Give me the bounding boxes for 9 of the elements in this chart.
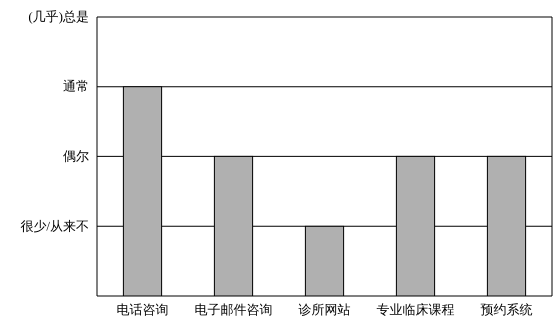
ref-line-label: (几乎)总是 [28,9,89,24]
x-tick-label: 电子邮件咨询 [194,302,272,317]
ref-line-label: 偶尔 [63,148,89,164]
x-tick-label: 预约系统 [480,302,532,317]
ref-line-label: 通常 [63,78,89,94]
x-tick-label: 电话咨询 [116,302,168,317]
x-tick-label: 诊所网站 [298,302,350,317]
x-tick-label: 专业临床课程 [376,302,454,317]
ref-line-label: 很少/从来不 [20,218,89,234]
